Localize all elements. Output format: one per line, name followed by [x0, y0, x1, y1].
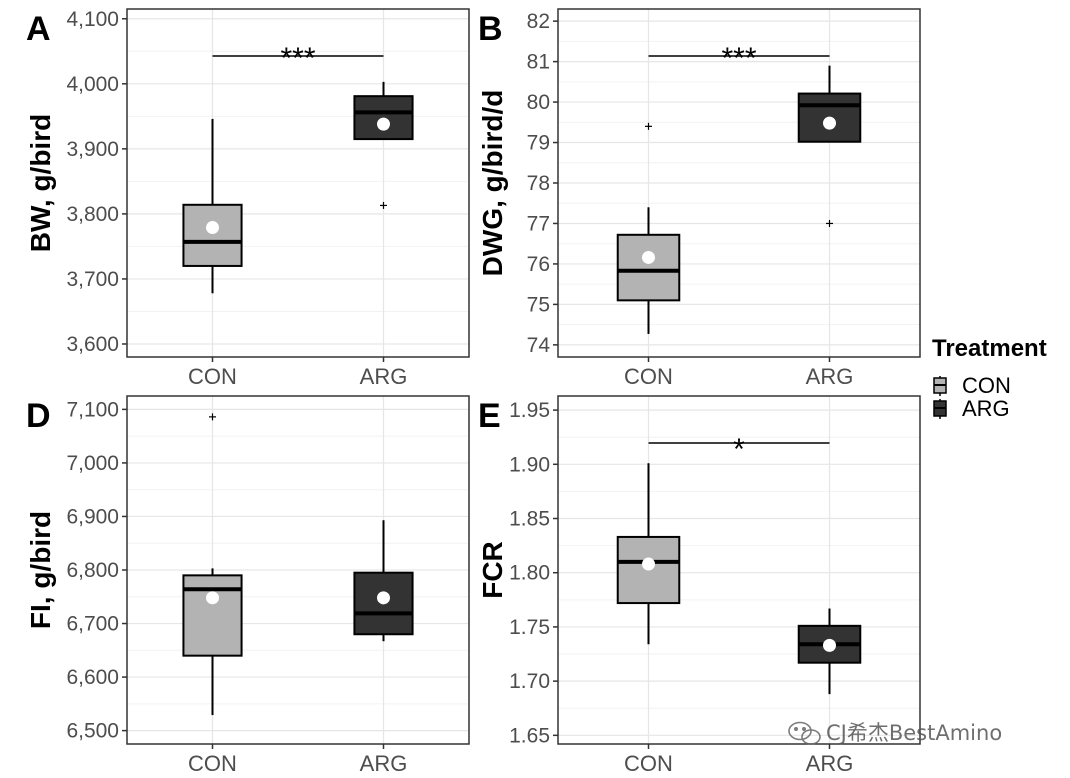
x-tick-label: CON — [624, 364, 673, 389]
mean-point — [377, 591, 390, 605]
chat-bubble-icon — [788, 721, 821, 745]
box-con — [182, 118, 243, 294]
y-tick-label: 1.90 — [509, 453, 550, 476]
y-tick-label: 1.80 — [509, 562, 550, 585]
mean-point — [823, 116, 836, 130]
panel-letter: A — [26, 10, 51, 48]
y-tick-label: 1.75 — [509, 616, 550, 639]
x-tick-label: ARG — [806, 364, 854, 389]
x-tick-label: ARG — [360, 364, 408, 389]
y-tick-label: 3,800 — [66, 203, 119, 226]
box-con — [616, 463, 681, 645]
significance-label: * — [733, 433, 745, 466]
y-tick-label: 1.65 — [509, 724, 550, 747]
y-tick-label: 80 — [527, 91, 550, 114]
box-arg — [353, 520, 414, 642]
x-tick-label: CON — [624, 751, 673, 776]
y-tick-label: 6,800 — [66, 559, 119, 582]
outlier-point — [826, 219, 833, 227]
y-tick-label: 3,600 — [66, 333, 119, 356]
box-con — [616, 122, 681, 334]
panel-letter: B — [478, 10, 503, 48]
significance-label: *** — [721, 42, 756, 75]
legend-item-con: CON — [933, 373, 1011, 398]
box-arg — [353, 81, 414, 209]
y-axis-label: FI, g/bird — [25, 511, 56, 629]
x-tick-label: ARG — [360, 751, 408, 776]
box-iqr — [616, 233, 681, 302]
y-tick-label: 4,100 — [66, 8, 119, 31]
mean-point — [642, 250, 655, 264]
box-con — [182, 413, 243, 716]
y-tick-label: 4,000 — [66, 73, 119, 96]
mean-point — [642, 557, 655, 571]
panel-letter: E — [478, 397, 501, 435]
legend-item-arg: ARG — [933, 396, 1010, 421]
panels-layer: *** 3,600 3,700 3,800 3,900 4,000 4,100 CON ARG B… — [25, 8, 921, 776]
watermark-text: CJ希杰BestAmino — [826, 721, 1002, 745]
legend-label-arg: ARG — [962, 396, 1010, 421]
y-tick-label: 3,900 — [66, 138, 119, 161]
y-tick-label: 76 — [527, 253, 550, 276]
panel-e: * 1.65 1.70 1.75 1.80 1.85 1.90 1.95 CON ARG FCR E — [477, 395, 921, 776]
outlier-point — [209, 413, 216, 421]
mean-point — [206, 591, 219, 605]
y-tick-label: 7,100 — [66, 398, 119, 421]
mean-point — [823, 638, 836, 652]
plot-border — [557, 395, 921, 745]
legend-label-con: CON — [962, 373, 1011, 398]
y-tick-label: 1.95 — [509, 399, 550, 422]
x-tick-label: ARG — [806, 751, 854, 776]
panel-b: *** 74 75 76 77 78 79 80 81 82 CON ARG DWG, g/bird/d… — [477, 8, 921, 389]
outlier-point — [645, 122, 652, 130]
legend: Treatment CON ARG — [932, 335, 1047, 421]
box-arg — [797, 65, 862, 227]
panel-a: *** 3,600 3,700 3,800 3,900 4,000 4,100 CON ARG B… — [25, 8, 470, 389]
legend-title: Treatment — [932, 335, 1047, 362]
y-axis-label: BW, g/bird — [25, 114, 56, 252]
watermark: CJ希杰BestAmino — [788, 721, 1002, 745]
y-tick-label: 77 — [527, 212, 550, 235]
mean-point — [377, 117, 390, 131]
y-tick-label: 6,600 — [66, 666, 119, 689]
y-tick-label: 78 — [527, 172, 550, 195]
y-tick-label: 7,000 — [66, 452, 119, 475]
outlier-point — [380, 201, 387, 209]
panel-d: 6,500 6,600 6,700 6,800 6,900 7,000 7,100 CON AR… — [25, 395, 470, 776]
box-iqr — [182, 203, 243, 267]
y-tick-label: 1.85 — [509, 508, 550, 531]
y-tick-label: 6,700 — [66, 613, 119, 636]
y-axis-label: DWG, g/bird/d — [477, 90, 508, 277]
y-tick-label: 74 — [527, 334, 551, 357]
y-tick-label: 6,500 — [66, 720, 119, 743]
y-tick-label: 81 — [527, 51, 550, 74]
y-tick-label: 82 — [527, 10, 550, 33]
box-iqr — [353, 95, 414, 141]
box-arg — [797, 608, 862, 695]
significance-label: *** — [280, 42, 315, 75]
y-axis-label: FCR — [477, 541, 508, 599]
plot-background — [127, 9, 469, 357]
y-tick-label: 75 — [527, 293, 550, 316]
x-tick-label: CON — [188, 751, 237, 776]
panel-letter: D — [26, 397, 51, 435]
y-tick-label: 79 — [527, 132, 550, 155]
mean-point — [206, 221, 219, 235]
plot-border — [126, 8, 470, 358]
x-tick-label: CON — [188, 364, 237, 389]
y-tick-label: 3,700 — [66, 268, 119, 291]
y-tick-label: 6,900 — [66, 505, 119, 528]
box-iqr — [616, 535, 681, 605]
y-tick-label: 1.70 — [509, 670, 550, 693]
